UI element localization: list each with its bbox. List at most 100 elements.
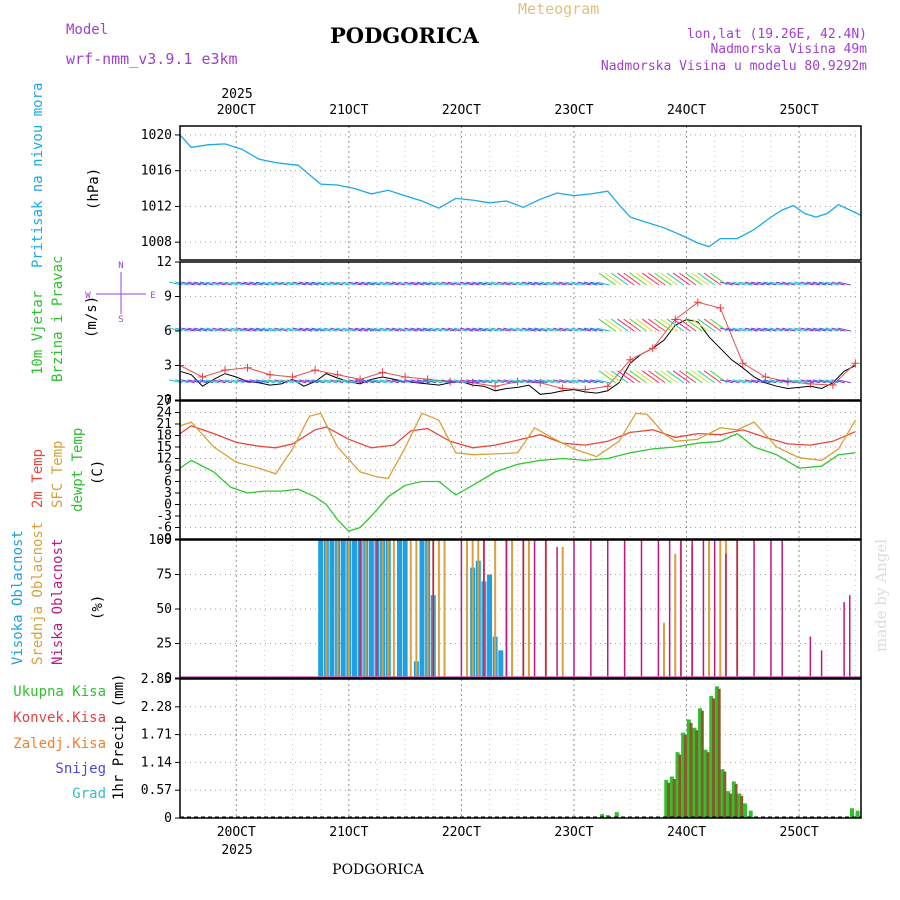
precip-bar (672, 778, 676, 818)
wind-arrow (212, 281, 226, 286)
precip-bar (849, 808, 854, 818)
cloud-bar (640, 540, 643, 678)
wind-arrow (509, 281, 523, 286)
cloud-bar (466, 540, 469, 678)
wind-arrow (583, 281, 598, 286)
wind-arrow (738, 327, 752, 332)
bottom-date-label: 22OCT (442, 825, 481, 840)
precip-bar (678, 754, 682, 818)
wind-arrow (453, 379, 468, 384)
y-tick-label: 1016 (141, 164, 172, 179)
wind-arrow (623, 272, 641, 286)
wind-arrow (367, 379, 381, 384)
precip-bar (714, 686, 719, 818)
wind-arrow (391, 281, 406, 286)
compass-south: S (118, 315, 123, 325)
wind-arrow (806, 327, 821, 332)
wind-arrow (497, 327, 511, 332)
wind-arrow (329, 327, 344, 332)
wind-arrow (769, 281, 783, 286)
wind-arrow (819, 281, 833, 286)
wind-arrow (583, 327, 598, 332)
dewpt-line (179, 432, 856, 533)
wind-arrow (342, 327, 356, 332)
wind-arrow (509, 379, 523, 384)
cloud-bar (402, 540, 408, 678)
wind-arrow (837, 379, 851, 384)
wind-arrow (348, 281, 362, 286)
wind-arrow (577, 327, 591, 332)
wind-arrow (691, 272, 709, 286)
gust-marker (266, 370, 275, 379)
wind-arrow (604, 318, 623, 332)
wind-arrow (311, 379, 325, 384)
wind-arrow (697, 370, 715, 384)
temp-unit: (C) (90, 460, 106, 485)
gust-marker (491, 382, 500, 391)
wind-arrow (719, 379, 734, 384)
wind-arrow (466, 327, 480, 332)
gust-marker (626, 355, 635, 364)
wind-arrow (775, 281, 790, 286)
wind-arrow (218, 379, 232, 384)
wind-arrow (435, 281, 449, 286)
precip-bar (712, 698, 716, 818)
footer-city: PODGORICA (332, 862, 425, 878)
meteogram-label: Meteogram (518, 0, 599, 18)
wind-arrow (577, 379, 591, 384)
wind-arrow (648, 272, 666, 286)
precip-bar (675, 752, 680, 818)
wind-arrow (280, 379, 294, 384)
wind-arrow (360, 327, 375, 332)
wind-arrow (354, 379, 369, 384)
bottom-date-label: 25OCT (780, 825, 819, 840)
y-tick-label: 0 (164, 393, 172, 408)
wind-arrow (589, 281, 604, 286)
wind-arrow (497, 379, 511, 384)
y-tick-label: 1012 (141, 199, 172, 214)
model-elevation-label: Nadmorska Visina u modelu 80.9292m (601, 59, 867, 74)
wind-arrow (812, 281, 827, 286)
cloud-bar (376, 540, 378, 678)
cloud-bar (477, 540, 480, 678)
wind-arrow (249, 327, 263, 332)
wind-arrow (317, 379, 331, 384)
cloud-bar (494, 540, 497, 678)
wind-arrow (596, 327, 610, 332)
cloud-bar (329, 540, 335, 678)
wind-arrow (635, 370, 654, 384)
gust-marker (851, 359, 860, 368)
wind-arrow (175, 327, 189, 332)
cloud-bar (336, 540, 339, 678)
cloud-bar (657, 540, 660, 678)
wind-arrow (726, 327, 740, 332)
wind-arrow (604, 272, 623, 286)
wind-arrow (484, 281, 499, 286)
wind-arrow (441, 281, 455, 286)
wind-arrow (819, 327, 833, 332)
wind-arrow (679, 318, 697, 332)
wind-arrow (589, 327, 604, 332)
y-tick-label: 24 (156, 406, 172, 421)
wind-arrow (623, 370, 641, 384)
wind-arrow (336, 379, 350, 384)
tick-layer: 1008101210161020036912-9-6-3036912151821… (141, 128, 180, 826)
gust-marker (693, 298, 702, 307)
precip-bar (734, 783, 738, 818)
wind-arrow (206, 379, 220, 384)
cloud-bar (443, 540, 446, 678)
wind-arrow (744, 281, 759, 286)
wind-arrow (206, 327, 220, 332)
y-tick-label: 15 (156, 440, 172, 455)
precip-bar (709, 696, 714, 818)
wind-arrow (385, 281, 400, 286)
page-title: PODGORICA (330, 23, 480, 48)
y-tick-label: 9 (164, 290, 172, 305)
wind-arrow (648, 318, 666, 332)
wind-arrow (373, 281, 387, 286)
top-date-label: 20OCT (217, 103, 256, 118)
precip-bar (669, 776, 674, 818)
top-date-label: 23OCT (554, 103, 593, 118)
wind-arrow (410, 379, 424, 384)
wind-arrow (666, 318, 685, 332)
